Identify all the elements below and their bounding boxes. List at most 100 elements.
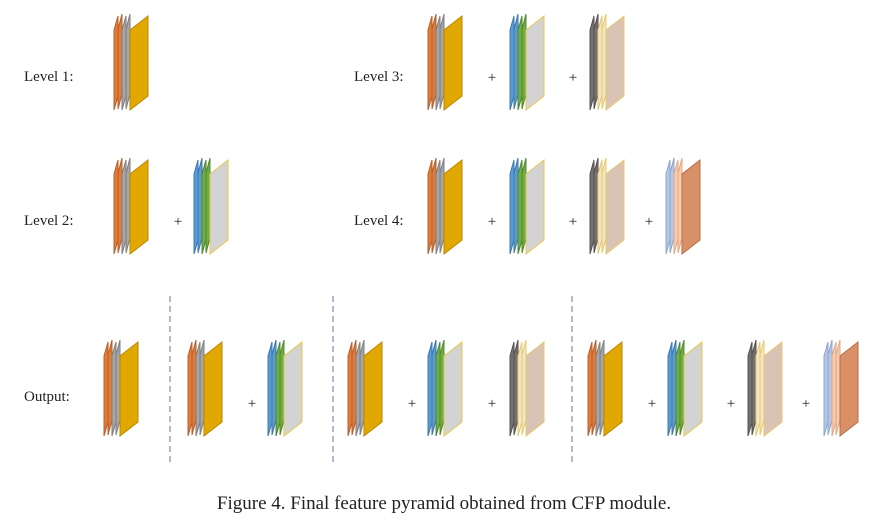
- output_4-stack-1-layer-3: [603, 340, 623, 438]
- level4-stack-4-layer-2: [673, 159, 679, 255]
- level3-stack-3-layer-2: [597, 15, 603, 111]
- output_4-stack-2-layer-1: [667, 341, 673, 437]
- output_1-stack-1-layer-2-side: [115, 339, 121, 436]
- output_4-stack-4-layer-1-side: [827, 339, 833, 436]
- level3-stack-3-layer-1-side: [593, 13, 599, 110]
- output_4-stack-3-layer-2-side: [759, 339, 765, 436]
- output_3-stack-2-layer-1-side: [431, 339, 437, 436]
- level4-stack-2-layer-1-side: [513, 157, 519, 254]
- output_4-stack-2-layer-3: [683, 340, 703, 438]
- level4-plus-extra-1: +: [645, 214, 653, 230]
- output_2-stack-1-layer-1: [187, 341, 193, 437]
- output_3-stack-3-layer-2: [517, 341, 523, 437]
- level2-stack-2: [193, 157, 229, 256]
- output_4-stack-3-layer-1: [747, 341, 753, 437]
- level4-stack-1-layer-3: [443, 158, 463, 256]
- output_4-stack-3-layer-3: [763, 340, 783, 438]
- level4-stack-3: [589, 157, 625, 256]
- level3-stack-1-layer-1-side: [431, 13, 437, 110]
- level4-stack-2-layer-2: [517, 159, 523, 255]
- level4-plus-1: +: [488, 214, 496, 230]
- level4-stack-1-layer-1: [427, 159, 433, 255]
- output_3-stack-3-layer-1: [509, 341, 515, 437]
- output_4-stack-3-layer-1-side: [751, 339, 757, 436]
- level3-stack-1-layer-3: [443, 14, 463, 112]
- output_4-plus-3: +: [802, 396, 810, 412]
- figure-caption: Figure 4. Final feature pyramid obtained…: [216, 493, 672, 514]
- level4-stack-3-layer-1: [589, 159, 595, 255]
- level3-stack-1-layer-2-side: [439, 13, 445, 110]
- level1-stack-1-layer-1: [113, 15, 119, 111]
- output_4-plus-1: +: [648, 396, 656, 412]
- output_3-stack-1: [347, 339, 383, 438]
- level2-stack-2-layer-1: [193, 159, 199, 255]
- level4-stack-4-layer-2-side: [677, 157, 683, 254]
- level4-stack-1-layer-2-side: [439, 157, 445, 254]
- output_4-plus-2: +: [727, 396, 735, 412]
- level-3-label: Level 3:: [354, 69, 404, 85]
- output_4-stack-4-layer-2-side: [835, 339, 841, 436]
- output_1-stack-1-layer-1-side: [107, 339, 113, 436]
- output_3-plus-1: +: [408, 396, 416, 412]
- output_2-stack-1-layer-2-side: [199, 339, 205, 436]
- level3-stack-3-layer-3: [605, 14, 625, 112]
- level1-stack-1: [113, 13, 149, 112]
- level3-stack-2-layer-1-side: [513, 13, 519, 110]
- output_4-stack-1-layer-2: [595, 341, 601, 437]
- output_4-stack-2-layer-2: [675, 341, 681, 437]
- level4-stack-1-layer-2: [435, 159, 441, 255]
- level-4-label: Level 4:: [354, 213, 404, 229]
- output_3-stack-3-layer-2-side: [521, 339, 527, 436]
- level1-stack-1-layer-2: [121, 15, 127, 111]
- output_3-plus-2: +: [488, 396, 496, 412]
- level3-stack-2-layer-2: [517, 15, 523, 111]
- output_2-stack-2-layer-2: [275, 341, 281, 437]
- level4-stack-4: [665, 157, 701, 256]
- output_3-stack-3-layer-1-side: [513, 339, 519, 436]
- level2-stack-1-layer-2-side: [125, 157, 131, 254]
- output_3-stack-3-layer-3: [525, 340, 545, 438]
- level4-stack-3-layer-2-side: [601, 157, 607, 254]
- level3-stack-1: [427, 13, 463, 112]
- output_4-stack-1-layer-1-side: [591, 339, 597, 436]
- plus-layer: + + + + + + + + + + + +: [174, 70, 810, 412]
- level1-stack-1-layer-2-side: [125, 13, 131, 110]
- output_4-stack-4-layer-1: [823, 341, 829, 437]
- output_4-stack-4-layer-2: [831, 341, 837, 437]
- output_2-stack-2-layer-3: [283, 340, 303, 438]
- output_4-stack-4-layer-3: [839, 340, 859, 438]
- output-label: Output:: [24, 389, 70, 405]
- level2-stack-1-layer-1: [113, 159, 119, 255]
- level4-stack-3-layer-2: [597, 159, 603, 255]
- output_2-stack-2-layer-2-side: [279, 339, 285, 436]
- output_4-stack-2-layer-1-side: [671, 339, 677, 436]
- level1-stack-1-layer-1-side: [117, 13, 123, 110]
- level3-stack-2-layer-2-side: [521, 13, 527, 110]
- output_3-stack-1-layer-3: [363, 340, 383, 438]
- output_2-stack-1: [187, 339, 223, 438]
- level4-stack-3-layer-1-side: [593, 157, 599, 254]
- output_2-stack-1-layer-1-side: [191, 339, 197, 436]
- output_3-stack-1-layer-1-side: [351, 339, 357, 436]
- level4-stack-4-layer-1-side: [669, 157, 675, 254]
- output_3-stack-1-layer-2: [355, 341, 361, 437]
- output_3-stack-2-layer-1: [427, 341, 433, 437]
- output_1-stack-1-layer-3: [119, 340, 139, 438]
- level2-stack-1-layer-1-side: [117, 157, 123, 254]
- level2-stack-1: [113, 157, 149, 256]
- output_1-stack-1: [103, 339, 139, 438]
- output_2-stack-2-layer-1-side: [271, 339, 277, 436]
- output_3-stack-3: [509, 339, 545, 438]
- level4-stack-2: [509, 157, 545, 256]
- level3-stack-3-layer-2-side: [601, 13, 607, 110]
- output_3-stack-2: [427, 339, 463, 438]
- level3-stack-3-layer-1: [589, 15, 595, 111]
- level4-stack-2-layer-3: [525, 158, 545, 256]
- output_1-stack-1-layer-2: [111, 341, 117, 437]
- level3-stack-2: [509, 13, 545, 112]
- output_3-stack-1-layer-2-side: [359, 339, 365, 436]
- level-1-label: Level 1:: [24, 69, 74, 85]
- output_2-stack-2: [267, 339, 303, 438]
- level4-stack-3-layer-3: [605, 158, 625, 256]
